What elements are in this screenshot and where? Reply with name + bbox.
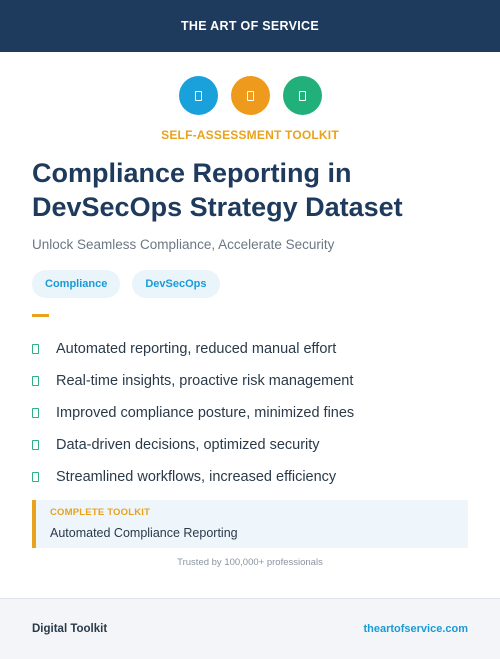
tag-compliance: Compliance <box>32 270 121 298</box>
feature-item: Streamlined workflows, increased efficie… <box>32 461 354 493</box>
kicker-label: SELF-ASSESSMENT TOOLKIT <box>161 128 339 142</box>
check-icon <box>32 376 39 386</box>
document-icon <box>194 90 202 101</box>
feature-item: Automated reporting, reduced manual effo… <box>32 333 354 365</box>
document-icon-green <box>282 76 322 115</box>
feature-text: Streamlined workflows, increased efficie… <box>56 469 337 485</box>
page-title: Compliance Reporting in DevSecOps Strate… <box>32 158 403 222</box>
feature-item: Real-time insights, proactive risk manag… <box>32 365 354 397</box>
footer: Digital Toolkit theartofservice.com <box>0 598 500 659</box>
document-icon <box>246 90 254 101</box>
check-icon <box>32 408 39 418</box>
document-icon <box>298 90 306 101</box>
feature-text: Improved compliance posture, minimized f… <box>56 405 355 421</box>
tag-devsecops: DevSecOps <box>132 270 220 298</box>
feature-item: Data-driven decisions, optimized securit… <box>32 429 354 461</box>
footer-label: Digital Toolkit <box>32 623 108 635</box>
feature-text: Automated reporting, reduced manual effo… <box>56 341 337 357</box>
brand-name: THE ART OF SERVICE <box>180 19 320 33</box>
icon-row <box>0 76 500 115</box>
website-link[interactable]: theartofservice.com <box>363 623 468 635</box>
document-icon-blue <box>178 76 218 115</box>
callout-kicker: COMPLETE TOOLKIT <box>50 507 151 518</box>
feature-item: Improved compliance posture, minimized f… <box>32 397 354 429</box>
page-subtitle: Unlock Seamless Compliance, Accelerate S… <box>32 237 335 252</box>
check-icon <box>32 344 39 354</box>
toolkit-callout: COMPLETE TOOLKIT Automated Compliance Re… <box>32 500 468 548</box>
feature-list: Automated reporting, reduced manual effo… <box>32 333 354 493</box>
trust-line: Trusted by 100,000+ professionals <box>177 557 323 568</box>
check-icon <box>32 472 39 482</box>
document-icon-orange <box>230 76 270 115</box>
feature-text: Data-driven decisions, optimized securit… <box>56 437 320 453</box>
accent-divider <box>32 314 49 317</box>
callout-text: Automated Compliance Reporting <box>50 526 238 540</box>
tag-list: Compliance DevSecOps <box>32 270 220 298</box>
feature-text: Real-time insights, proactive risk manag… <box>56 373 354 389</box>
top-banner: THE ART OF SERVICE <box>0 0 500 52</box>
check-icon <box>32 440 39 450</box>
